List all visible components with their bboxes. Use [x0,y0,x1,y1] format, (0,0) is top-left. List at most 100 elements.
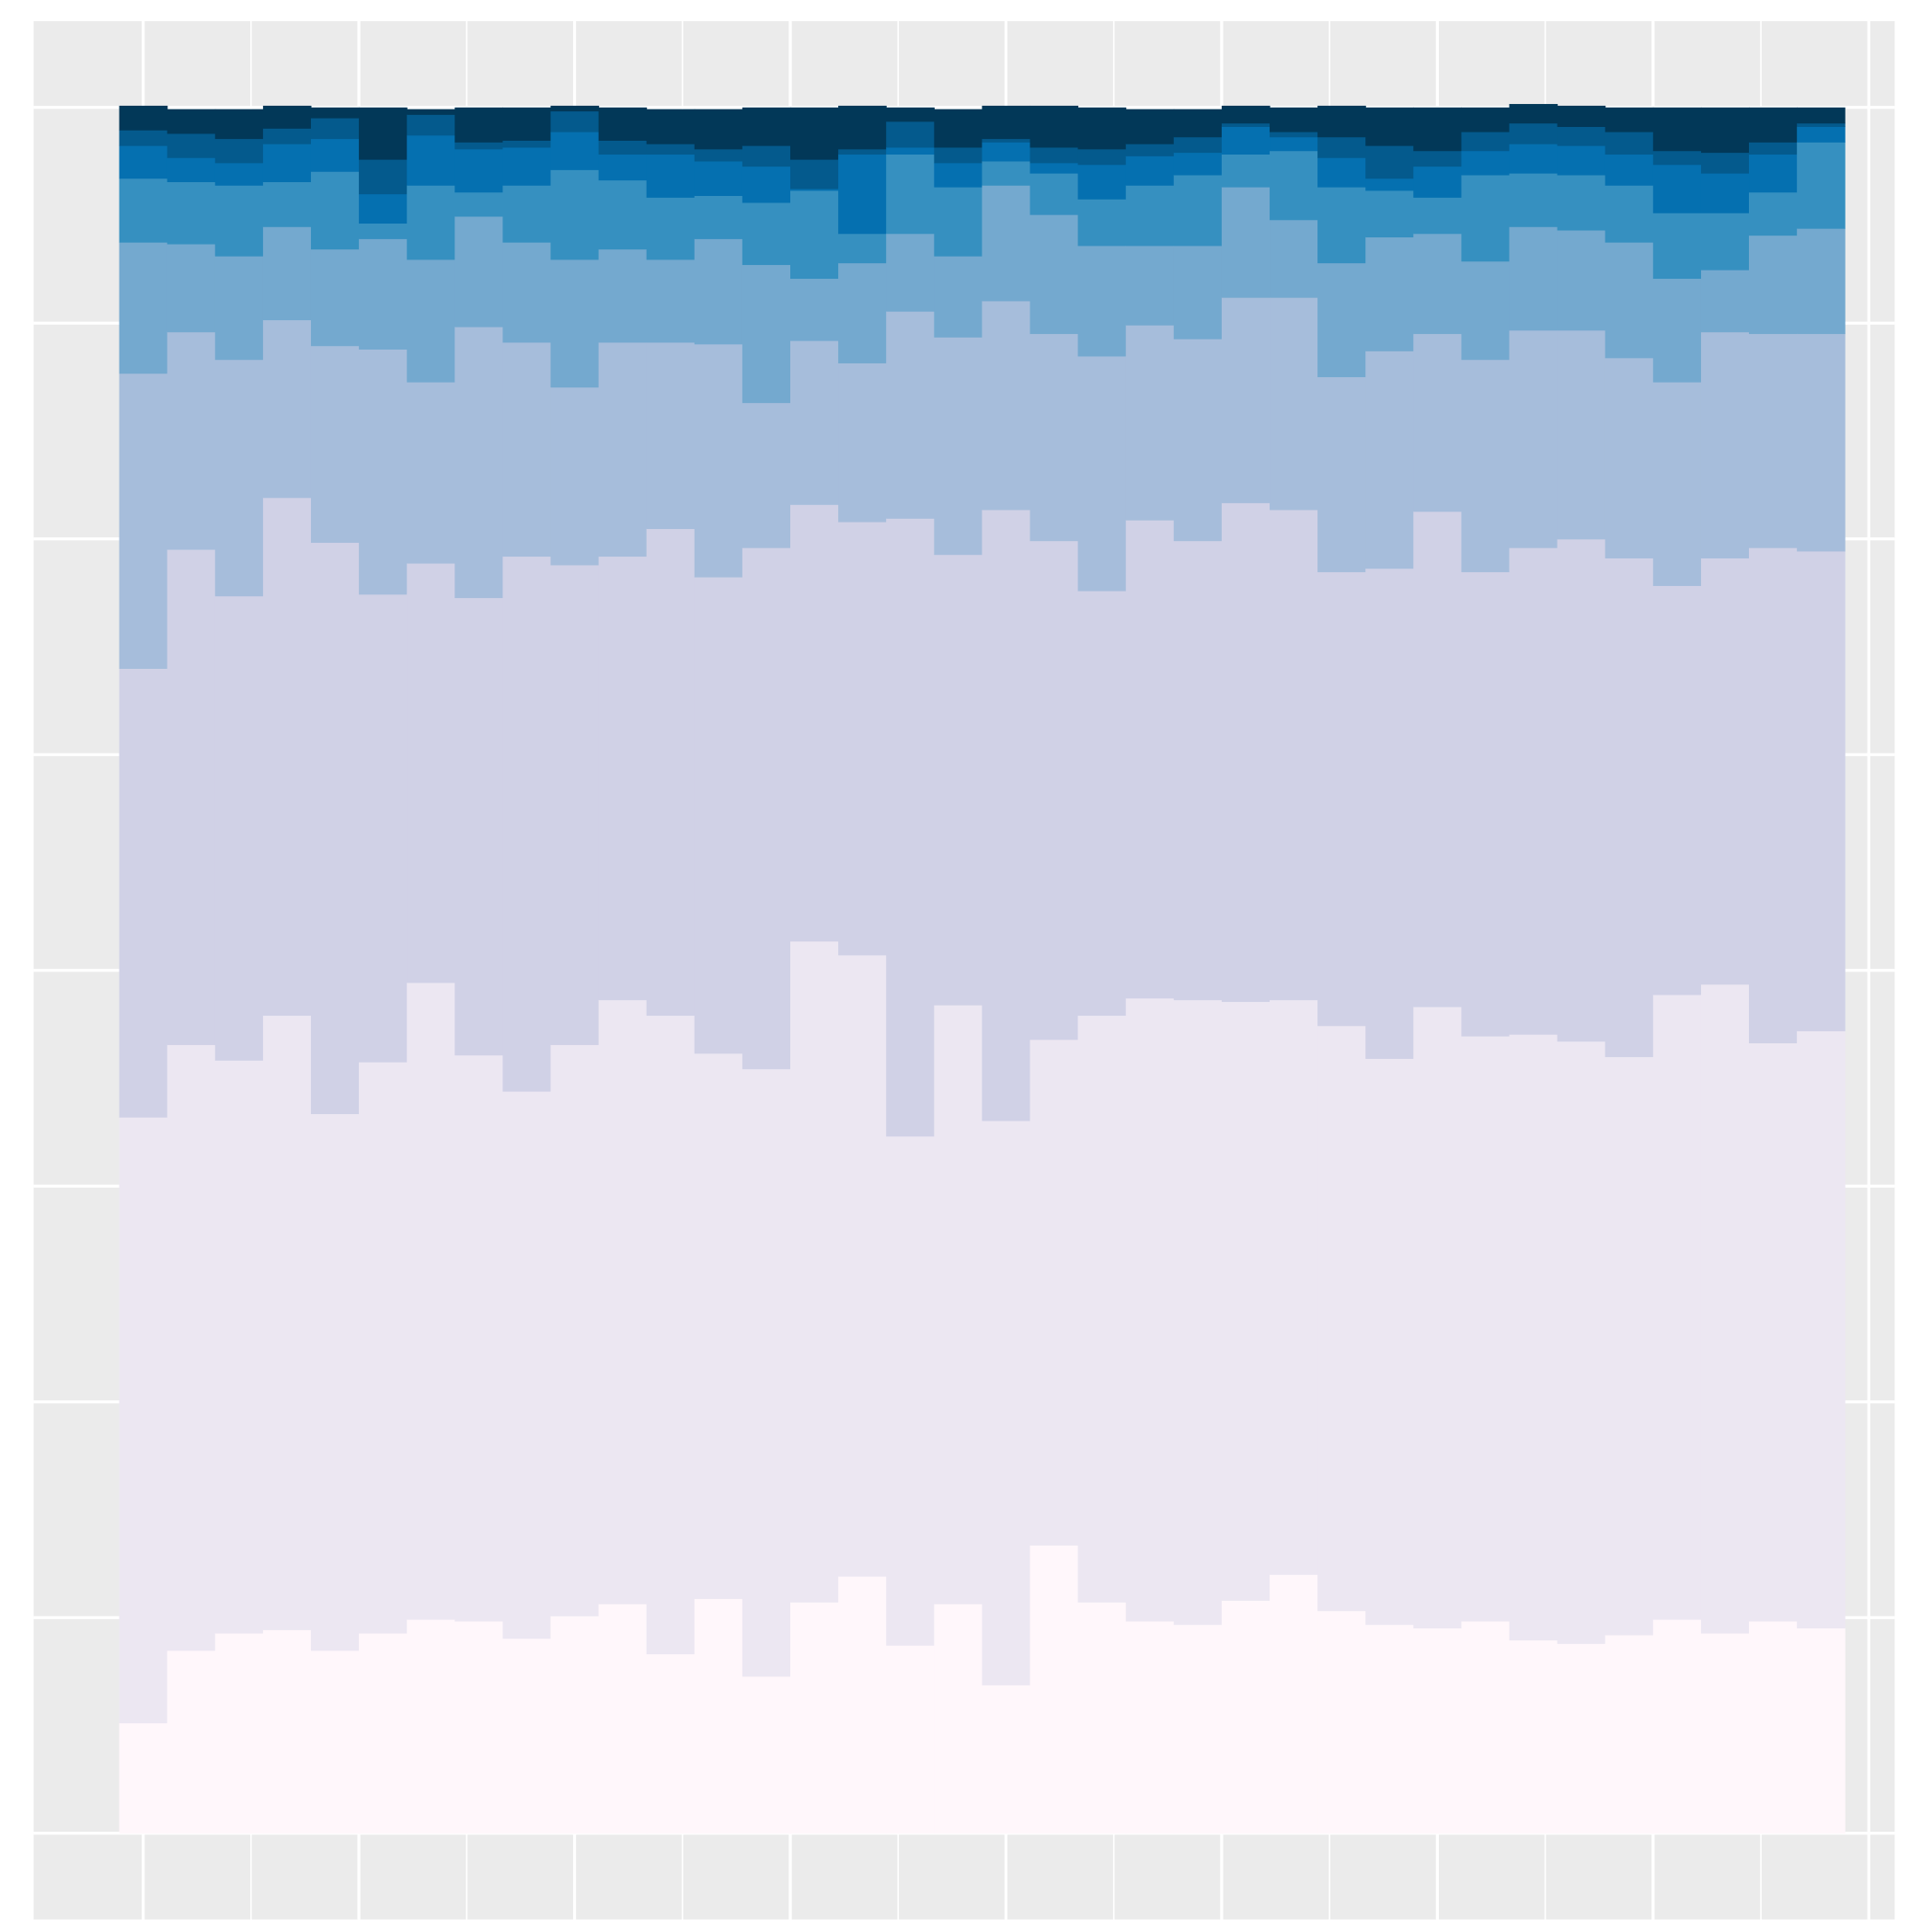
bar-segment [1413,107,1462,152]
bar-segment [598,179,648,250]
bar-segment [454,142,503,150]
bar-segment [1749,107,1798,143]
bar-segment [886,233,935,312]
bar-segment [1173,339,1223,542]
bar-segment [310,542,360,1114]
bar-segment [1173,1624,1223,1834]
bar-segment [1077,591,1127,1017]
bar-segment [214,1060,264,1634]
bar-segment [646,341,696,530]
bar-segment [694,160,743,197]
bar-segment [262,1629,312,1834]
bar-segment [119,1722,168,1834]
bar-segment [407,563,455,983]
bar-segment [934,1604,983,1834]
bar-segment [550,564,600,1045]
bar-segment [1461,1620,1511,1834]
bar-segment [1557,145,1606,176]
bar-segment [167,1044,216,1651]
bar-segment [1413,511,1462,1007]
bar-segment [1749,333,1798,548]
bar-segment [598,154,648,181]
bar-segment [1509,173,1558,227]
bar-segment [1413,150,1462,167]
bar-segment [1365,178,1414,191]
bar-segment [1749,154,1798,193]
bar-segment [214,185,264,257]
bar-segment [886,121,935,148]
bar-segment [1461,1036,1511,1622]
bar-segment [502,341,552,558]
bar-segment [1557,126,1606,146]
bar-segment [646,144,696,155]
bar-segment [1221,187,1271,298]
bar-segment [1604,1634,1654,1834]
bar-segment [1270,999,1318,1575]
bar-segment [1317,157,1366,188]
bar-segment [1029,146,1079,164]
bar-segment [214,359,264,597]
bar-segment [1797,122,1846,127]
bar-segment [1700,983,1750,1634]
bar-segment [1270,136,1318,152]
bar-segment [694,109,743,150]
bar-segment [214,162,264,186]
bar-segment [262,497,312,1017]
bar-segment [262,1015,312,1630]
bar-segment [1509,1034,1558,1641]
bar-segment [262,105,312,129]
bar-segment [359,349,408,595]
bar-segment [982,160,1031,186]
bar-segment [790,278,839,341]
bar-segment [1029,540,1079,1041]
bar-segment [1797,1030,1846,1628]
bar-segment [1461,107,1511,132]
bar-segment [646,1653,696,1834]
bar-segment [1557,229,1606,331]
bar-segment [1365,1624,1414,1834]
bar-segment [1125,185,1175,247]
bar-segment [982,142,1031,162]
bar-segment [1317,105,1366,138]
bar-segment [1700,331,1750,558]
bar-segment [502,107,552,141]
bar-segment [790,188,839,191]
bar-segment [1125,997,1175,1622]
bar-segment [359,223,408,239]
bar-segment [167,157,216,183]
bar-segment [934,554,983,1006]
bar-segment [454,148,503,193]
bar-segment [1557,538,1606,1042]
bar-segment [1125,325,1175,521]
bar-segment [1413,197,1462,235]
bar-segment [214,1633,264,1834]
bar-segment [1029,105,1079,148]
bar-segment [262,181,312,227]
bar-segment [742,264,791,404]
bar-segment [1652,1619,1702,1834]
bar-segment [1557,329,1606,540]
bar-segment [1077,355,1127,592]
bar-segment [886,518,935,1137]
bar-segment [310,345,360,544]
bar-segment [262,226,312,321]
bar-segment [359,1633,408,1834]
bar-segment [214,109,264,140]
bar-segment [454,1620,503,1834]
bar-segment [1413,166,1462,198]
bar-segment [407,382,455,564]
bar-segment [934,146,983,164]
bar-segment [646,197,696,260]
bar-segment [1365,1058,1414,1626]
bar-segment [214,256,264,361]
bar-segment [1749,1042,1798,1622]
bar-segment [1270,107,1318,132]
bar-segment [598,107,648,141]
bar-segment [407,259,455,383]
bar-segment [742,201,791,266]
bar-segment [1604,242,1654,359]
bar-segment [1700,1633,1750,1834]
bar-segment [1221,1600,1271,1834]
